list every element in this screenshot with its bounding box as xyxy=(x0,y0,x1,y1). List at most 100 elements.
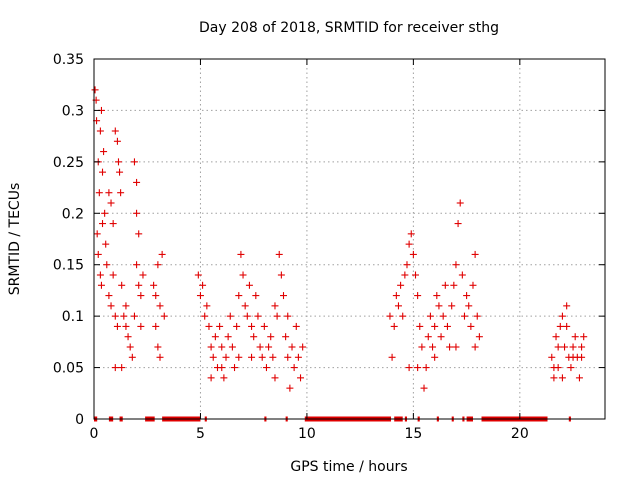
x-tick-labels: 0 5 10 15 20 xyxy=(90,426,529,442)
data-point xyxy=(116,168,124,176)
data-point xyxy=(102,240,110,248)
data-point xyxy=(199,281,207,289)
data-point xyxy=(284,312,292,320)
y-tick-label: 0.2 xyxy=(62,206,84,222)
data-point xyxy=(471,250,479,258)
data-point xyxy=(96,271,104,279)
data-point xyxy=(439,312,447,320)
data-point xyxy=(99,220,107,228)
data-point xyxy=(386,312,394,320)
data-point xyxy=(113,322,121,330)
data-point xyxy=(407,230,415,238)
data-point xyxy=(105,292,113,300)
data-point xyxy=(454,220,462,228)
data-point xyxy=(463,292,471,300)
data-point xyxy=(196,292,204,300)
data-point xyxy=(95,189,103,197)
data-point xyxy=(243,312,251,320)
data-point xyxy=(271,374,279,382)
data-point xyxy=(237,250,245,258)
x-tick-label: 10 xyxy=(298,426,316,442)
data-point xyxy=(220,374,228,382)
data-point xyxy=(267,333,275,341)
data-point xyxy=(290,364,298,372)
data-point xyxy=(405,240,413,248)
data-point xyxy=(469,281,477,289)
data-point xyxy=(120,312,128,320)
data-point xyxy=(262,364,270,372)
data-point xyxy=(248,322,256,330)
data-point xyxy=(130,158,138,166)
data-point xyxy=(216,322,224,330)
data-point xyxy=(271,302,279,310)
data-point xyxy=(105,189,113,197)
data-point xyxy=(569,353,577,361)
data-point xyxy=(135,230,143,238)
data-point xyxy=(473,312,481,320)
x-tick-label: 0 xyxy=(90,426,99,442)
data-point xyxy=(207,343,215,351)
data-point xyxy=(578,343,586,351)
chart-title: Day 208 of 2018, SRMTID for receiver sth… xyxy=(199,20,499,36)
data-point xyxy=(452,343,460,351)
data-point xyxy=(471,343,479,351)
data-point xyxy=(424,333,432,341)
data-point xyxy=(420,384,428,392)
data-point xyxy=(460,312,468,320)
data-point xyxy=(277,271,285,279)
data-point xyxy=(111,312,119,320)
x-tick-label: 5 xyxy=(196,426,205,442)
data-point xyxy=(265,343,273,351)
data-point xyxy=(241,302,249,310)
data-points xyxy=(91,86,588,392)
data-point xyxy=(101,209,109,217)
data-point xyxy=(388,353,396,361)
data-point xyxy=(431,322,439,330)
data-point xyxy=(254,312,262,320)
data-point xyxy=(122,302,130,310)
data-point xyxy=(209,353,217,361)
data-point xyxy=(456,199,464,207)
x-axis-label: GPS time / hours xyxy=(290,459,407,475)
data-point xyxy=(286,384,294,392)
data-point xyxy=(133,178,141,186)
data-point xyxy=(122,322,130,330)
data-point xyxy=(441,281,449,289)
data-point xyxy=(252,292,260,300)
data-point xyxy=(561,343,569,351)
data-point xyxy=(256,343,264,351)
data-point xyxy=(233,322,241,330)
data-point xyxy=(558,374,566,382)
data-point xyxy=(100,148,108,156)
data-point xyxy=(569,343,577,351)
data-point xyxy=(235,353,243,361)
data-point xyxy=(152,292,160,300)
data-point xyxy=(550,374,558,382)
data-point xyxy=(273,312,281,320)
y-tick-label: 0 xyxy=(75,412,84,428)
data-point xyxy=(118,364,126,372)
axis-ticks xyxy=(93,58,605,420)
data-point xyxy=(150,281,158,289)
data-point xyxy=(431,353,439,361)
data-point xyxy=(152,322,160,330)
data-point xyxy=(114,158,122,166)
data-point xyxy=(126,343,134,351)
data-point xyxy=(446,343,454,351)
data-point xyxy=(156,302,164,310)
data-point xyxy=(260,322,268,330)
data-point xyxy=(231,364,239,372)
data-point xyxy=(556,322,564,330)
y-tick-label: 0.25 xyxy=(53,155,84,171)
plot-border xyxy=(93,58,606,420)
data-point xyxy=(194,271,202,279)
data-point xyxy=(571,333,579,341)
data-point xyxy=(409,250,417,258)
data-point xyxy=(282,333,290,341)
data-point xyxy=(437,333,445,341)
data-point xyxy=(405,364,413,372)
data-point xyxy=(399,312,407,320)
data-point xyxy=(113,137,121,145)
data-point xyxy=(133,261,141,269)
data-point xyxy=(130,312,138,320)
